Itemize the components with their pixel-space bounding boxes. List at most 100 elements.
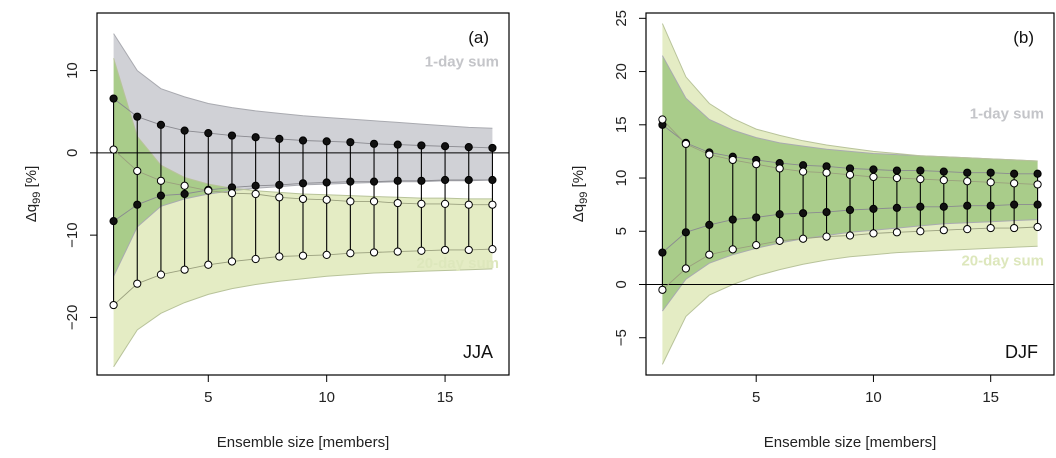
y-axis-label-main: Δq bbox=[23, 204, 40, 222]
point-1-day-sum bbox=[1033, 200, 1042, 209]
point-20-day-sum bbox=[1033, 222, 1042, 232]
point-20-day-sum bbox=[393, 247, 402, 256]
point-20-day-sum bbox=[227, 189, 237, 198]
point-20-day-sum bbox=[346, 249, 355, 258]
point-1-day-sum bbox=[916, 166, 925, 175]
band-1-day-upper-edge bbox=[113, 33, 493, 129]
point-1-day-sum bbox=[986, 201, 995, 210]
y-tick-label: 10 bbox=[613, 170, 630, 187]
band-20-day-upper-edge bbox=[661, 23, 1038, 162]
point-1-day-sum bbox=[251, 181, 260, 190]
y-axis-label: Δq99 [%] bbox=[23, 166, 43, 222]
plot-area bbox=[646, 23, 1054, 365]
point-20-day-sum bbox=[986, 223, 995, 233]
point-20-day-sum bbox=[705, 250, 714, 259]
point-1-day-sum bbox=[916, 202, 925, 211]
point-1-day-sum bbox=[109, 94, 118, 103]
point-20-day-sum bbox=[156, 176, 166, 185]
point-1-day-sum bbox=[963, 168, 972, 177]
point-20-day-sum bbox=[109, 300, 118, 310]
point-20-day-sum bbox=[869, 229, 878, 238]
x-tick-label: 10 bbox=[865, 389, 882, 406]
point-20-day-sum bbox=[916, 227, 925, 236]
point-20-day-sum bbox=[775, 164, 784, 173]
y-tick-label: 0 bbox=[64, 149, 81, 157]
y-axis-label-subscript: 99 bbox=[31, 192, 43, 204]
band-label-20-day-sum: 20-day sum bbox=[416, 255, 499, 272]
point-20-day-sum bbox=[440, 245, 450, 255]
x-tick-label: 10 bbox=[318, 389, 335, 406]
point-20-day-sum bbox=[705, 150, 714, 159]
point-1-day-sum bbox=[1010, 169, 1019, 178]
point-1-day-sum bbox=[133, 200, 142, 209]
point-20-day-sum bbox=[298, 251, 308, 260]
y-tick-label: 15 bbox=[613, 116, 630, 133]
point-1-day-sum bbox=[488, 143, 497, 153]
point-20-day-sum bbox=[892, 173, 901, 183]
panel-b: 5 10 15 −5 0 5 10 15 20 25 Ensemble size [members]… bbox=[570, 10, 1055, 451]
season-label: JJA bbox=[463, 342, 493, 362]
point-1-day-sum bbox=[799, 209, 808, 218]
point-1-day-sum bbox=[275, 180, 284, 190]
point-1-day-sum bbox=[275, 134, 284, 143]
point-20-day-sum bbox=[322, 250, 331, 259]
point-20-day-sum bbox=[799, 167, 808, 176]
panel-label: (a) bbox=[468, 28, 489, 47]
point-20-day-sum bbox=[346, 197, 355, 206]
point-1-day-sum bbox=[369, 139, 379, 148]
x-tick-label: 15 bbox=[437, 389, 454, 406]
point-20-day-sum bbox=[963, 225, 972, 234]
point-20-day-sum bbox=[440, 199, 450, 208]
point-20-day-sum bbox=[869, 172, 878, 182]
point-1-day-sum bbox=[939, 167, 948, 176]
point-1-day-sum bbox=[346, 138, 355, 147]
panel-a: 5 10 15 −20 −10 0 10 Ensemble size [members] Δq9… bbox=[23, 12, 510, 451]
plot-frame bbox=[96, 12, 510, 376]
band-label-20-day-sum: 20-day sum bbox=[961, 252, 1044, 269]
point-1-day-sum bbox=[180, 189, 189, 199]
point-1-day-sum bbox=[892, 166, 901, 175]
plot-frame bbox=[645, 12, 1055, 376]
y-tick-label: −20 bbox=[64, 305, 81, 330]
point-20-day-sum bbox=[180, 265, 189, 274]
point-1-day-sum bbox=[488, 175, 497, 185]
point-20-day-sum bbox=[204, 186, 213, 195]
point-1-day-sum bbox=[440, 142, 450, 151]
point-20-day-sum bbox=[464, 245, 473, 255]
point-20-day-sum bbox=[939, 176, 948, 185]
point-1-day-sum bbox=[822, 208, 831, 217]
point-20-day-sum bbox=[417, 199, 426, 208]
point-20-day-sum bbox=[892, 228, 901, 237]
point-20-day-sum bbox=[1010, 179, 1019, 188]
point-1-day-sum bbox=[298, 136, 308, 145]
point-20-day-sum bbox=[133, 166, 142, 176]
point-1-day-sum bbox=[1033, 169, 1042, 178]
point-20-day-sum bbox=[775, 236, 784, 245]
point-1-day-sum bbox=[658, 248, 667, 257]
point-1-day-sum bbox=[939, 202, 948, 211]
point-20-day-sum bbox=[488, 245, 497, 254]
point-1-day-sum bbox=[986, 168, 995, 177]
point-20-day-sum bbox=[681, 139, 690, 149]
y-tick-label: 10 bbox=[64, 62, 81, 79]
band-20-day-lower-edge bbox=[661, 245, 1038, 365]
point-20-day-sum bbox=[752, 241, 761, 250]
y-tick-label: −5 bbox=[613, 329, 630, 346]
point-20-day-sum bbox=[845, 231, 855, 240]
point-20-day-sum bbox=[251, 254, 260, 264]
x-axis-label: Ensemble size [members] bbox=[217, 434, 390, 451]
point-1-day-sum bbox=[464, 175, 473, 185]
point-1-day-sum bbox=[681, 228, 690, 237]
point-1-day-sum bbox=[892, 203, 901, 212]
point-20-day-sum bbox=[939, 226, 948, 235]
y-tick-label: −10 bbox=[64, 222, 81, 247]
point-1-day-sum bbox=[156, 120, 166, 129]
point-1-day-sum bbox=[322, 137, 331, 146]
plot-area bbox=[97, 33, 509, 368]
point-20-day-sum bbox=[845, 170, 855, 179]
point-20-day-sum bbox=[417, 246, 426, 255]
y-tick-label: 20 bbox=[613, 63, 630, 80]
point-1-day-sum bbox=[393, 176, 402, 185]
panel-label: (b) bbox=[1013, 28, 1034, 47]
